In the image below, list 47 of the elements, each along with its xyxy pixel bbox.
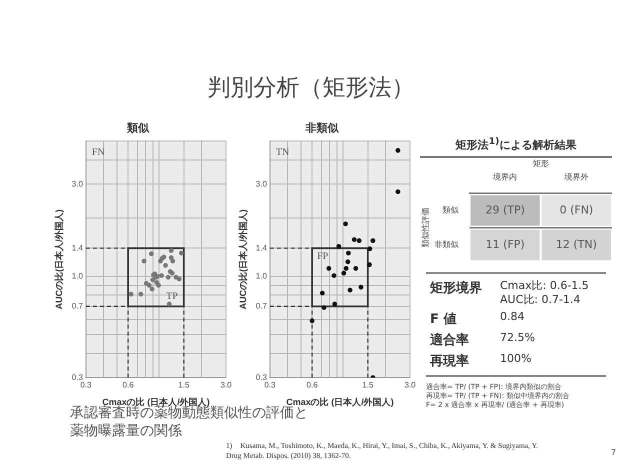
y-tick-label: 1.4	[256, 243, 268, 252]
x-tick-label: 0.3	[80, 380, 92, 390]
x-tick-label: 境界外	[563, 172, 588, 182]
text: 72.5%	[500, 331, 536, 346]
data-label: 29 (TP)	[485, 202, 525, 216]
y-tick-label: 1.0	[72, 272, 84, 281]
annotation: FP	[317, 250, 329, 262]
annotation: FN	[92, 146, 105, 158]
x-tick-label: 0.6	[122, 380, 134, 390]
y-axis-title: 類似性評価	[421, 207, 430, 248]
y-axis-title: AUCの比(日本人/外国人)	[54, 209, 64, 310]
x-tick-label: 3.0	[220, 380, 232, 390]
y-tick-label: 3.0	[256, 179, 268, 188]
y-tick-label: 0.3	[72, 372, 84, 382]
text: 矩形境界	[430, 280, 483, 298]
chart-title: 矩形法$^{1)}$による解析結果	[420, 136, 612, 158]
y-tick-label: 1.0	[256, 272, 268, 281]
x-tick-label: 0.6	[306, 380, 318, 390]
y-tick-label: 0.7	[256, 302, 268, 311]
text: 適合率	[430, 332, 470, 349]
chart-title: 非類似	[304, 122, 340, 135]
text: 判別分析（矩形法）	[206, 74, 416, 103]
text: 0.84	[500, 310, 526, 325]
x-tick-label: 境界内	[492, 172, 518, 182]
x-axis-title: Cmaxの比 (日本人/外国人)	[286, 397, 394, 408]
x-tick-label: 1.5	[362, 380, 374, 390]
data-label: 11 (FP)	[486, 237, 525, 250]
y-tick-label: 3.0	[72, 179, 84, 188]
annotation: TP	[166, 291, 178, 302]
text: 100%	[500, 352, 532, 367]
data-label: 0 (FN)	[560, 202, 594, 216]
x-tick-label: 3.0	[404, 380, 416, 390]
x-tick-label: 1.5	[178, 380, 190, 390]
y-tick-label: 1.4	[72, 243, 84, 252]
y-tick-label: 0.3	[256, 372, 268, 382]
annotation: TN	[276, 146, 290, 158]
data-label: 12 (TN)	[556, 237, 597, 250]
text: F 値	[430, 311, 458, 328]
x-tick-label: 0.3	[264, 380, 276, 390]
text: Cmax比: 0.6-1.5 AUC比: 0.7-1.4	[500, 279, 590, 307]
x-axis-title: 矩形	[532, 158, 549, 168]
text: 再現率	[430, 352, 470, 370]
y-tick-label: 0.7	[72, 302, 84, 311]
chart-title: 類似	[126, 122, 150, 135]
text: 承認審査時の薬物動態類似性の評価と薬物曝露量の関係	[70, 405, 308, 440]
text: 7	[610, 448, 616, 457]
y-axis-title: AUCの比(日本人/外国人)	[238, 209, 248, 310]
